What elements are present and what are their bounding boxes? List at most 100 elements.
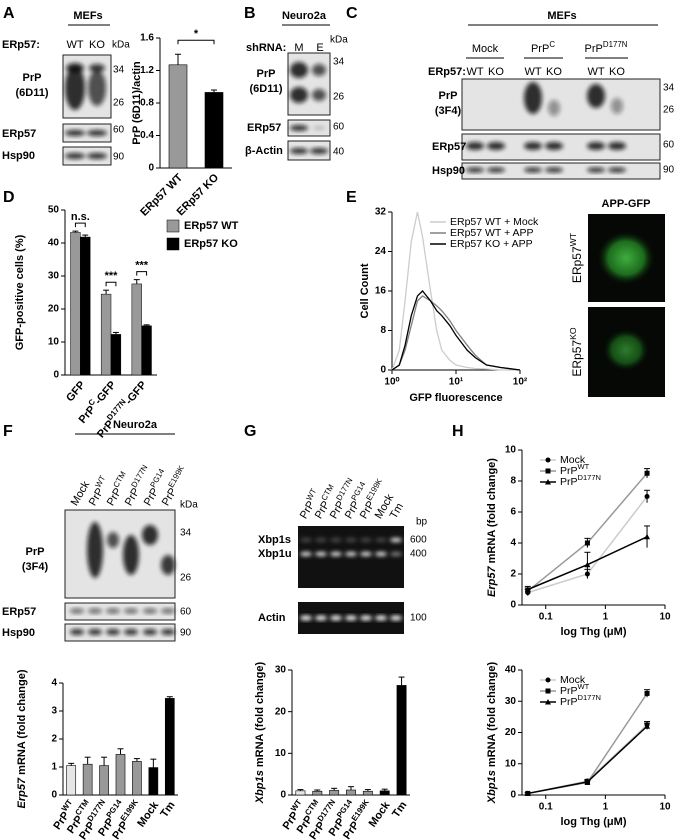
label: M	[294, 42, 303, 54]
blot	[287, 140, 331, 161]
band	[124, 608, 138, 614]
y-tick-label: 6	[510, 507, 516, 518]
y-tick-label: 0	[380, 365, 386, 376]
label: (3F4)	[22, 561, 49, 573]
blot-bands	[290, 148, 328, 154]
legend-marker	[545, 468, 551, 474]
bar	[346, 789, 356, 796]
band	[70, 629, 84, 635]
y-tick-label: 1	[51, 762, 57, 773]
legend-swatch	[166, 237, 180, 251]
label: 26	[663, 105, 675, 116]
y-tick-label: 20	[505, 727, 517, 738]
band	[330, 538, 342, 542]
text-part: PG14	[148, 467, 166, 490]
bracket	[136, 271, 148, 276]
label: 60	[333, 122, 345, 133]
bracket	[177, 39, 215, 45]
band	[88, 70, 106, 106]
label: kDa	[112, 40, 130, 51]
label: Xbp1s	[258, 534, 291, 546]
error-bar	[398, 676, 405, 686]
label: MEFs	[73, 10, 102, 22]
significance	[74, 222, 86, 228]
y-axis-label: Xbp1s mRNA (fold change)	[486, 661, 498, 804]
label: KO	[546, 66, 562, 78]
label: Hsp90	[2, 627, 35, 639]
blot	[64, 623, 176, 642]
x-tick-label: 0.1	[539, 802, 553, 813]
bar	[66, 765, 77, 796]
panel-letter: E	[346, 189, 357, 206]
x-tick-label: 1	[603, 612, 609, 623]
label: ERp57	[247, 122, 281, 134]
bar	[295, 790, 306, 796]
marker	[644, 723, 651, 729]
label: PrP	[257, 68, 276, 80]
y-tick-label: 30	[275, 665, 287, 676]
y-tick-label: 50	[48, 205, 60, 216]
significance	[105, 281, 117, 287]
label: kDa	[180, 500, 198, 511]
label: Neuro2a	[282, 10, 327, 22]
legend-swatch	[166, 219, 180, 233]
text-part: D177N	[578, 473, 602, 482]
legend-label: ERp57 WT + Mock	[450, 216, 539, 228]
panel-letter: D	[3, 189, 15, 206]
bar	[80, 236, 91, 376]
band	[375, 538, 387, 542]
text-part: CTM	[111, 470, 127, 489]
text-part: PrP	[160, 486, 180, 508]
band	[390, 538, 402, 542]
y-tick-label: 1.6	[140, 33, 154, 44]
band	[290, 62, 308, 78]
x-tick-label: 10²	[513, 377, 528, 388]
panel-letter: H	[452, 423, 464, 440]
text-part: PrP	[358, 499, 378, 521]
text-part: PrP	[328, 499, 348, 521]
bar	[99, 765, 109, 796]
legend-marker	[545, 677, 551, 683]
blot-bands	[65, 130, 107, 136]
marker	[644, 470, 650, 476]
bar	[148, 767, 159, 796]
band	[88, 608, 102, 614]
text-part: PrP	[560, 476, 578, 488]
label: ERp57WT	[568, 232, 584, 283]
legend-label: PrPD177N	[560, 473, 601, 488]
label: ERp57KO	[568, 327, 584, 376]
label: (6D11)	[15, 87, 48, 99]
band	[330, 552, 342, 556]
series-line	[391, 295, 521, 371]
text-part: WT	[93, 474, 107, 489]
bar	[132, 761, 142, 796]
x-tick-label: 10	[659, 612, 671, 623]
y-axis-label: Erp57 mRNA (fold change)	[486, 458, 498, 597]
band	[608, 142, 626, 150]
y-axis-label: Xbp1s mRNA (fold change)	[254, 661, 266, 804]
panel-letter: F	[3, 423, 13, 440]
marker	[584, 561, 591, 568]
band	[390, 615, 402, 621]
band	[66, 63, 84, 73]
label: 60	[663, 140, 675, 151]
label: bp	[416, 517, 428, 528]
band	[608, 167, 626, 173]
text-part: KO	[568, 327, 578, 340]
blot-bands	[466, 142, 626, 150]
label: E	[316, 42, 323, 54]
text-part: WT	[578, 462, 590, 471]
band	[345, 538, 357, 542]
y-tick-label: 0	[510, 790, 516, 801]
band	[524, 82, 542, 114]
text-italic: Erp57	[486, 566, 498, 597]
band	[390, 552, 402, 556]
annotation: ***	[105, 270, 119, 282]
text-part: PrP	[531, 43, 549, 55]
y-axis-label: Erp57 mRNA (fold change)	[16, 669, 28, 808]
text-part: WT	[304, 487, 318, 502]
band	[161, 608, 175, 614]
band	[65, 130, 85, 136]
y-tick-label: 0	[148, 163, 154, 174]
text-part: mRNA (fold change)	[486, 458, 498, 567]
